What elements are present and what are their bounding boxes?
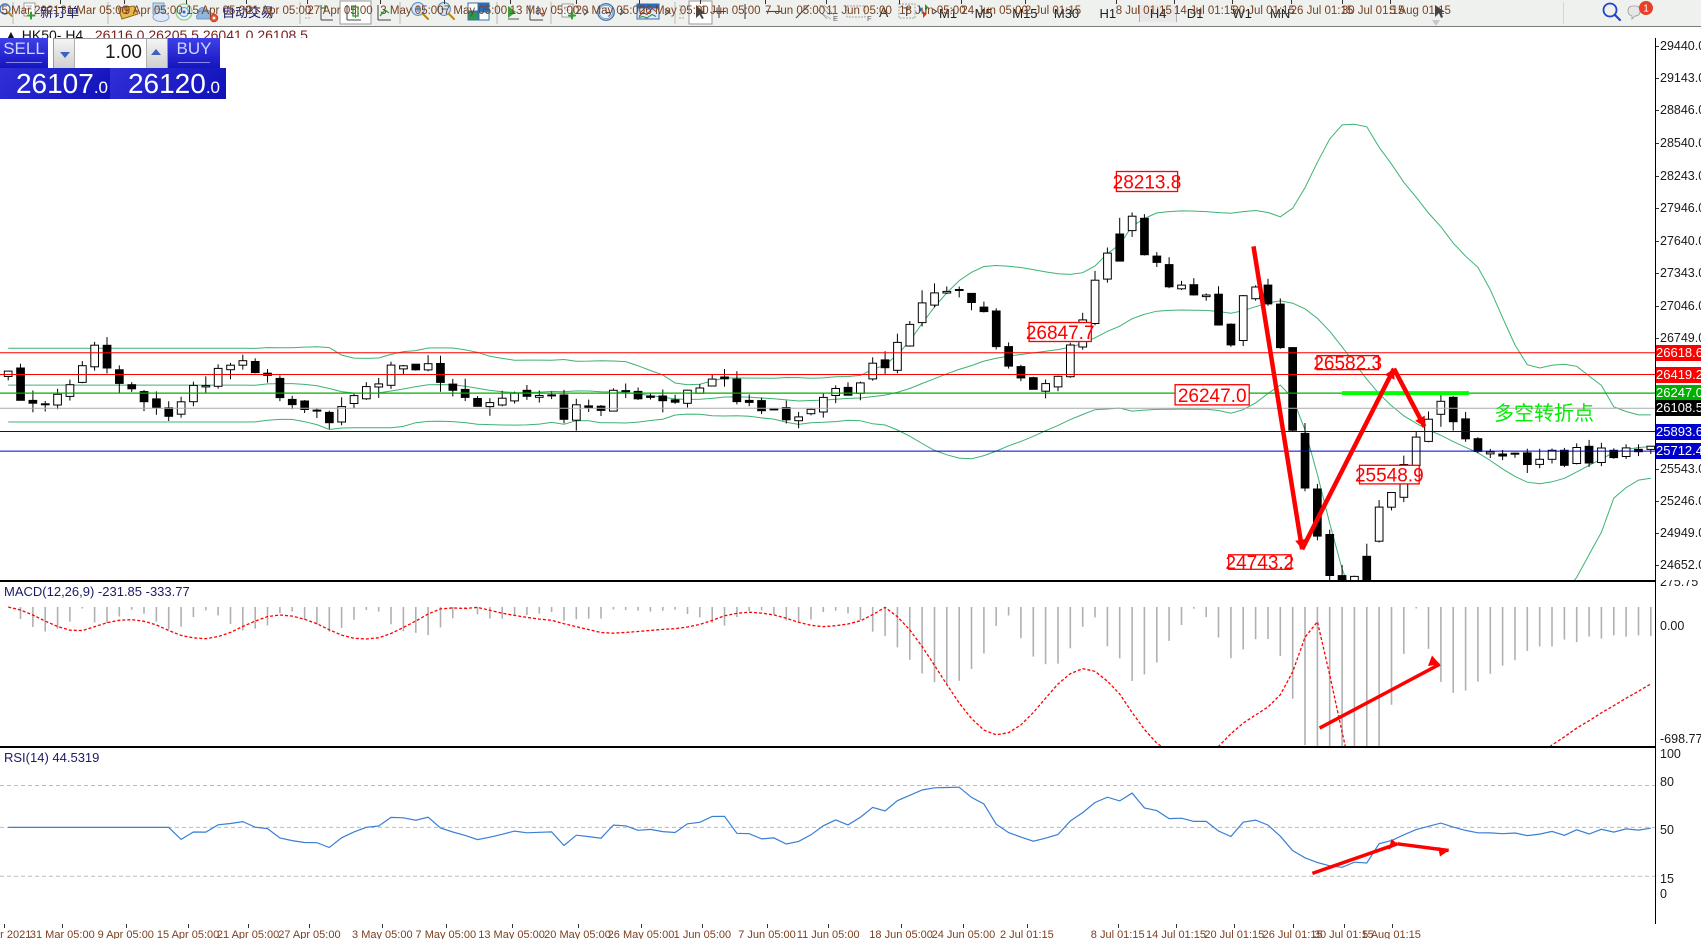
svg-text:24743.2: 24743.2 bbox=[1226, 553, 1295, 574]
svg-text:28213.8: 28213.8 bbox=[1113, 173, 1182, 194]
svg-text:26247.0: 26247.0 bbox=[1178, 386, 1247, 407]
svg-text:26582.3: 26582.3 bbox=[1313, 354, 1382, 375]
svg-text:26847.7: 26847.7 bbox=[1026, 323, 1095, 344]
svg-text:多空转折点: 多空转折点 bbox=[1494, 402, 1594, 425]
svg-text:1: 1 bbox=[1643, 4, 1649, 15]
svg-text:25548.9: 25548.9 bbox=[1355, 466, 1424, 487]
